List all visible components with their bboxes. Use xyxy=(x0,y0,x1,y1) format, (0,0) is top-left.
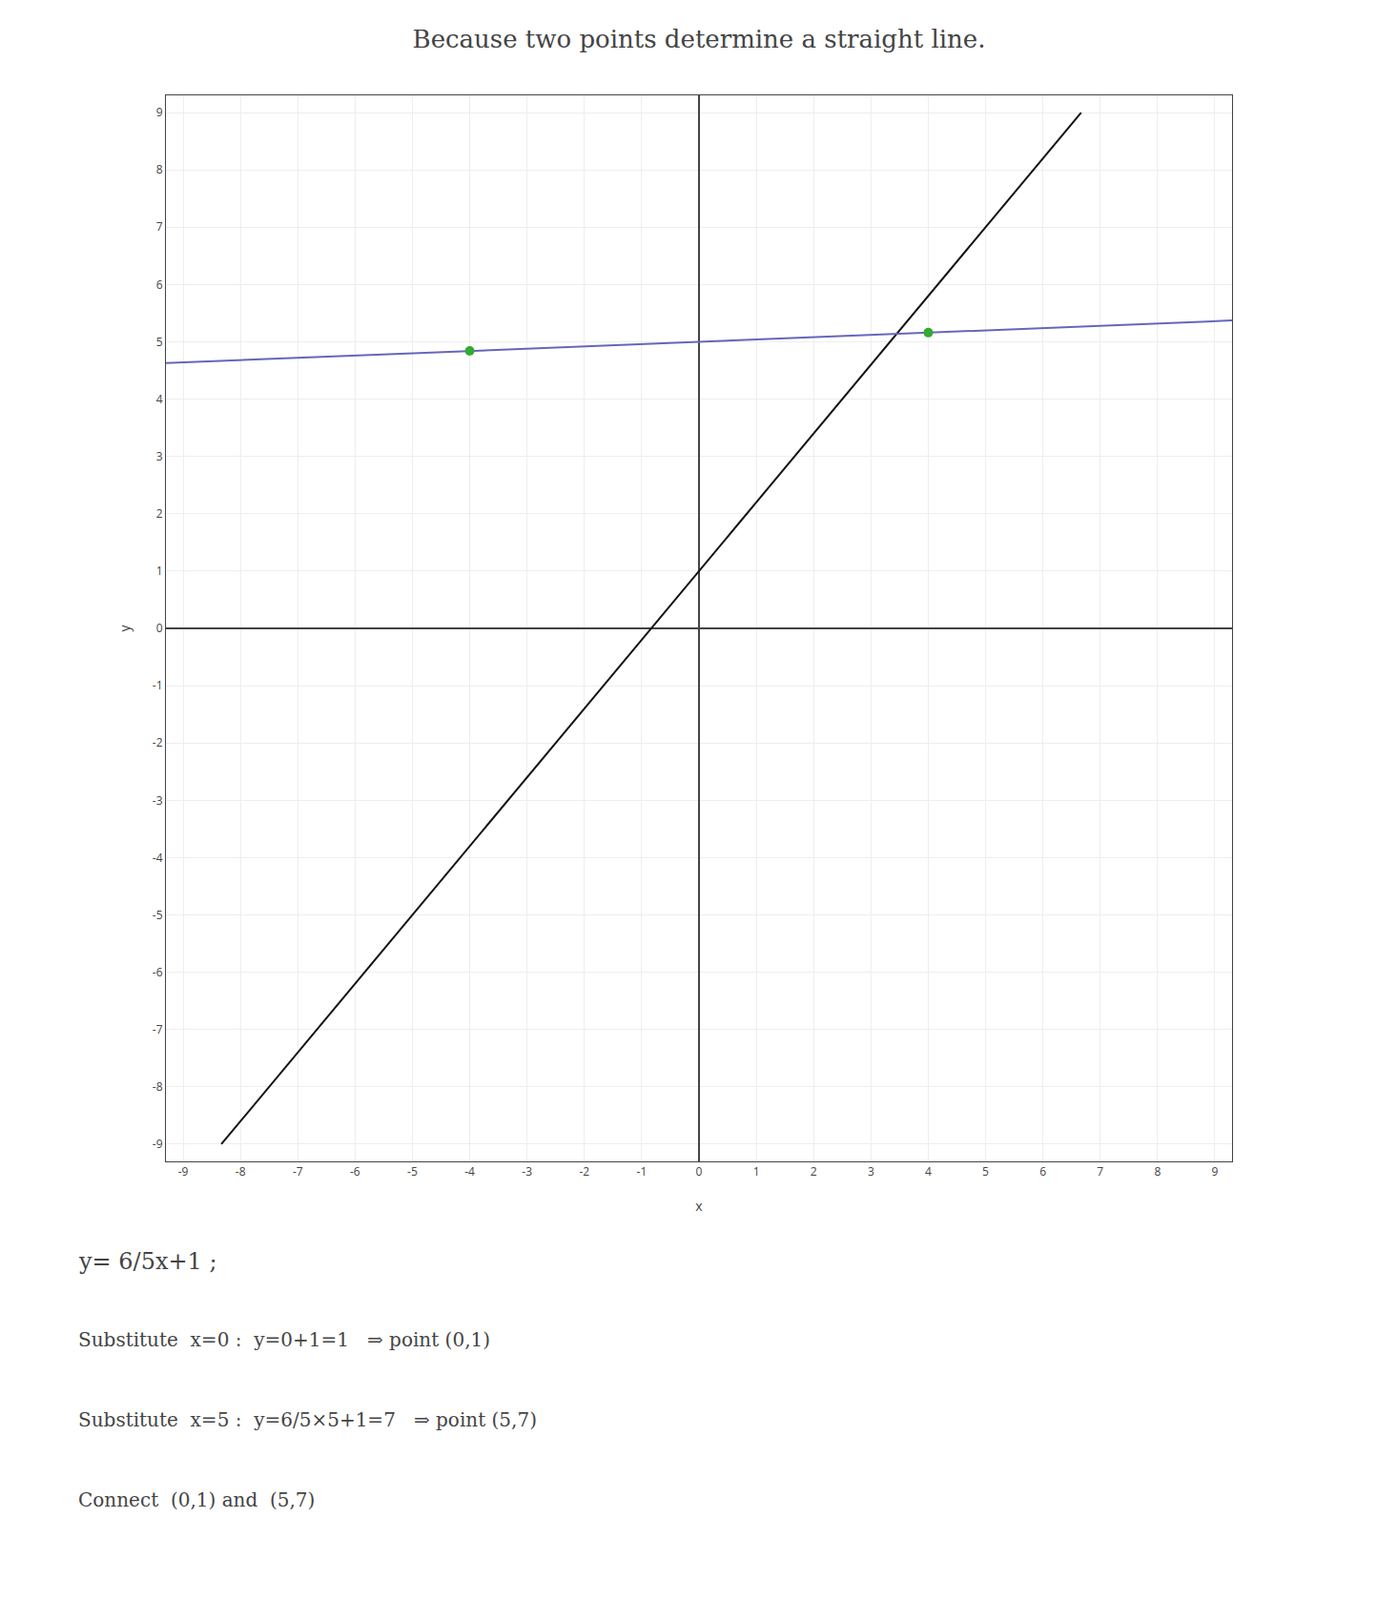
svg-text:y= 6/5x+1 ;: y= 6/5x+1 ; xyxy=(78,1248,218,1275)
svg-text:8: 8 xyxy=(156,161,164,178)
svg-text:Substitute x=0 : y=0+1=1 ⇒: Substitute x=0 : y=0+1=1 ⇒ point (0,1) xyxy=(78,1328,491,1352)
svg-text:3: 3 xyxy=(867,1163,875,1180)
svg-text:-1: -1 xyxy=(152,677,164,694)
svg-text:3: 3 xyxy=(156,448,164,465)
svg-text:-5: -5 xyxy=(407,1163,418,1180)
svg-text:Because two points determine a: Because two points determine a straight … xyxy=(412,24,987,54)
svg-text:0: 0 xyxy=(696,1163,703,1180)
svg-text:-7: -7 xyxy=(292,1163,304,1180)
svg-text:x: x xyxy=(695,1196,703,1215)
svg-text:-8: -8 xyxy=(152,1078,164,1095)
svg-text:9: 9 xyxy=(1212,1163,1219,1180)
svg-text:-7: -7 xyxy=(152,1021,164,1038)
svg-text:-3: -3 xyxy=(521,1163,533,1180)
svg-text:Connect (0,1) and (5,7): Connect (0,1) and (5,7) xyxy=(78,1488,315,1512)
svg-text:-9: -9 xyxy=(152,1135,164,1152)
svg-text:-5: -5 xyxy=(152,906,164,924)
svg-text:y: y xyxy=(115,624,134,633)
svg-text:-3: -3 xyxy=(152,792,164,809)
svg-text:5: 5 xyxy=(156,333,164,350)
svg-text:-2: -2 xyxy=(152,734,164,751)
svg-text:7: 7 xyxy=(1096,1163,1104,1180)
svg-text:2: 2 xyxy=(156,505,164,522)
svg-text:-1: -1 xyxy=(637,1163,648,1180)
svg-text:6: 6 xyxy=(156,276,164,293)
svg-text:9: 9 xyxy=(156,103,164,121)
svg-text:-6: -6 xyxy=(349,1163,361,1180)
svg-text:6: 6 xyxy=(1039,1163,1047,1180)
svg-text:-8: -8 xyxy=(235,1163,247,1180)
svg-text:-6: -6 xyxy=(152,964,164,981)
svg-text:-2: -2 xyxy=(578,1163,590,1180)
svg-text:-4: -4 xyxy=(152,849,164,866)
svg-text:5: 5 xyxy=(982,1163,989,1180)
svg-text:1: 1 xyxy=(156,562,164,579)
svg-text:0: 0 xyxy=(156,619,164,637)
svg-text:Substitute x=5 : y=6/5×5+1=7: Substitute x=5 : y=6/5×5+1=7 ⇒ point (5,… xyxy=(78,1408,537,1432)
svg-text:4: 4 xyxy=(925,1163,932,1180)
svg-text:-9: -9 xyxy=(178,1163,189,1180)
svg-text:-4: -4 xyxy=(464,1163,475,1180)
svg-text:8: 8 xyxy=(1153,1163,1161,1180)
svg-text:4: 4 xyxy=(156,390,164,408)
svg-text:1: 1 xyxy=(753,1163,761,1180)
svg-text:7: 7 xyxy=(156,218,164,235)
svg-text:2: 2 xyxy=(810,1163,818,1180)
